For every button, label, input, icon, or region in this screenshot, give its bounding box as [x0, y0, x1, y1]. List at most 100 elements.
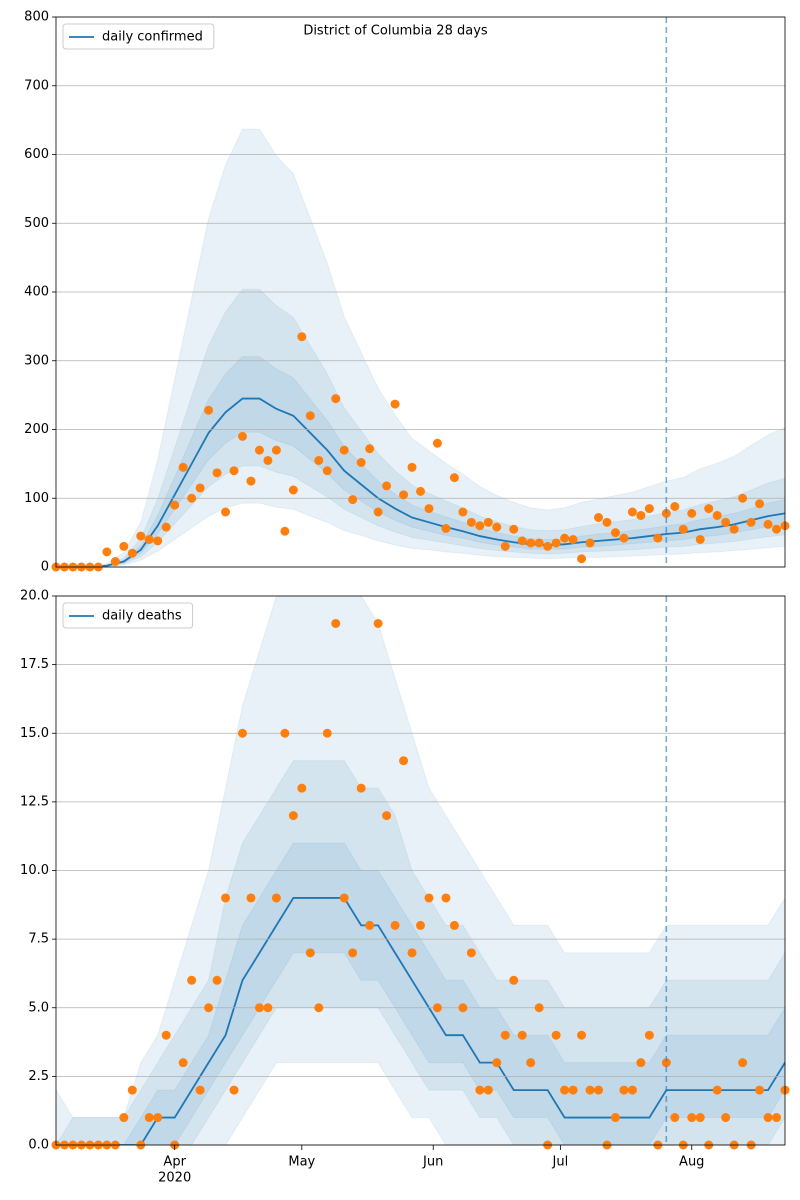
point — [170, 500, 180, 510]
plot-frame — [55, 595, 786, 1146]
point — [280, 526, 290, 536]
point — [229, 466, 239, 476]
y-tick-label: 600 — [24, 147, 49, 162]
point — [483, 517, 493, 527]
legend-label: daily deaths — [102, 609, 182, 624]
point — [432, 1003, 442, 1013]
point — [644, 504, 654, 514]
point — [483, 1085, 493, 1095]
point — [407, 948, 417, 958]
point — [153, 536, 163, 546]
point — [551, 1030, 561, 1040]
point — [127, 548, 137, 558]
point — [144, 1113, 154, 1123]
point — [670, 1113, 680, 1123]
point — [348, 948, 358, 958]
point — [458, 507, 468, 517]
point — [644, 1030, 654, 1040]
point — [382, 481, 392, 491]
point — [297, 332, 307, 342]
legend-box — [62, 23, 215, 50]
point — [712, 510, 722, 520]
point — [178, 1058, 188, 1068]
chart-title: District of Columbia 28 days — [303, 24, 488, 39]
point — [526, 538, 536, 548]
y-tick-label: 2.5 — [28, 1069, 49, 1084]
point — [195, 1085, 205, 1095]
point — [627, 1085, 637, 1095]
point — [237, 728, 247, 738]
point — [161, 522, 171, 532]
point — [365, 444, 375, 454]
legend-box — [62, 602, 194, 629]
point — [466, 517, 476, 527]
point — [763, 519, 773, 529]
point — [441, 524, 451, 533]
point — [772, 524, 782, 534]
point — [594, 513, 604, 522]
x-tick-label: Jun — [422, 1155, 443, 1170]
point — [212, 468, 222, 478]
point — [399, 756, 409, 766]
legend: daily confirmed — [62, 23, 215, 50]
point — [314, 455, 324, 465]
point — [526, 1058, 536, 1068]
point — [102, 547, 112, 557]
point — [339, 445, 349, 455]
point — [534, 538, 544, 548]
point — [661, 508, 671, 518]
point — [704, 504, 714, 514]
y-tick-label: 100 — [24, 491, 49, 506]
point — [144, 535, 154, 544]
point — [424, 504, 434, 514]
point — [221, 507, 231, 517]
point — [500, 541, 510, 551]
point — [755, 1085, 765, 1095]
uncertainty-band — [56, 356, 785, 567]
point — [237, 431, 247, 441]
line — [56, 897, 785, 1145]
y-tick-label: 0 — [41, 560, 49, 575]
point — [178, 462, 188, 472]
legend: daily deaths — [62, 602, 194, 629]
uncertainty-band — [56, 288, 785, 567]
y-tick-label: 15.0 — [20, 726, 49, 741]
point — [492, 522, 502, 532]
point — [560, 1085, 570, 1095]
y-tick-label: 17.5 — [20, 657, 49, 672]
point — [153, 1113, 163, 1123]
point — [627, 507, 637, 517]
x-tick-label: Jul — [552, 1155, 569, 1170]
point — [280, 728, 290, 738]
point — [263, 1003, 273, 1013]
point — [458, 1003, 468, 1013]
point — [271, 893, 281, 903]
x-tick-label: Apr — [163, 1155, 186, 1170]
point — [475, 1085, 485, 1095]
point — [432, 438, 442, 448]
point — [373, 618, 383, 628]
point — [670, 502, 680, 511]
y-tick-label: 500 — [24, 216, 49, 231]
point — [399, 490, 409, 500]
x-tick-label: May — [288, 1155, 315, 1170]
point — [610, 1113, 620, 1123]
y-tick-label: 12.5 — [20, 794, 49, 809]
point — [636, 510, 646, 520]
point — [695, 535, 705, 544]
point — [195, 483, 205, 493]
y-tick-label: 400 — [24, 285, 49, 300]
x-tick-label: Aug — [679, 1155, 704, 1170]
point — [466, 948, 476, 958]
point — [568, 1085, 578, 1095]
point — [721, 1113, 731, 1123]
plot-area — [56, 128, 785, 567]
point — [161, 1030, 171, 1040]
point — [365, 920, 375, 930]
point — [322, 466, 332, 476]
point — [254, 445, 264, 455]
point — [585, 538, 595, 548]
point — [187, 493, 197, 503]
point — [229, 1085, 239, 1095]
